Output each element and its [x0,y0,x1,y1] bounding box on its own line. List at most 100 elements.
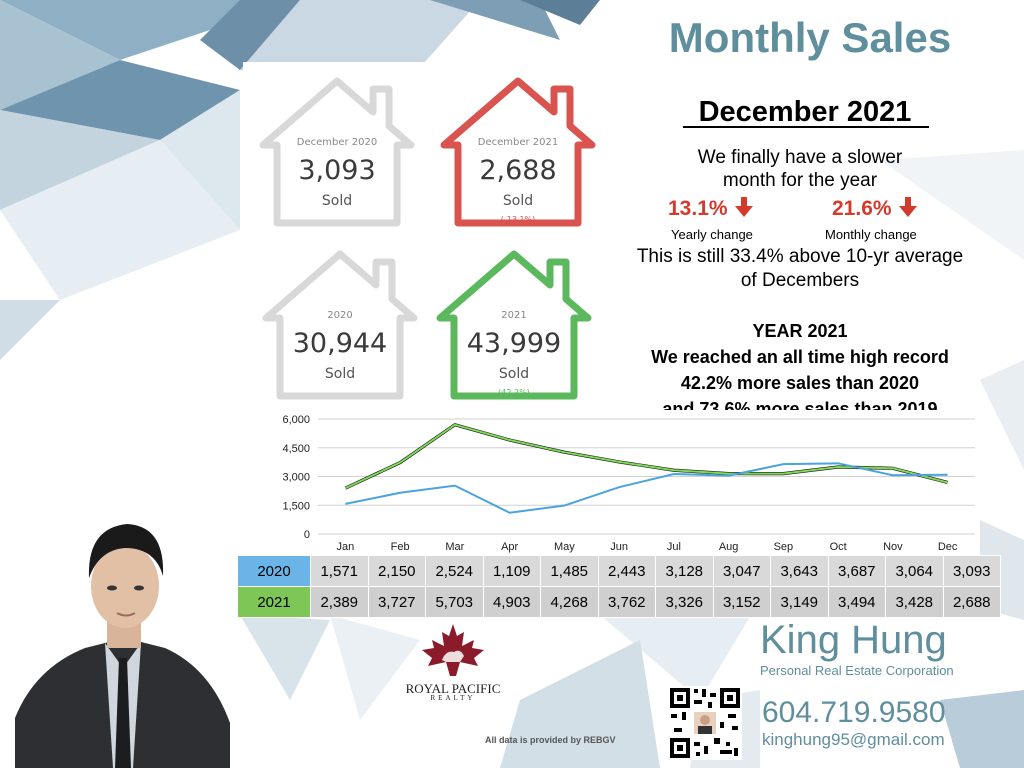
table-cell: 2,389 [310,586,369,618]
table-cell: 1,485 [540,555,599,587]
table-cell: 3,762 [597,586,656,618]
data-credit: All data is provided by REBGV [485,735,616,745]
house-caption: December 2021 [477,137,559,148]
agent-email: kinghung95@gmail.com [762,730,945,749]
summary-line-2: month for the year [722,170,878,191]
house-card-dec-2021: December 2021 2,688 Sold (-13.1%) [438,75,598,245]
average-line-2: of Decembers [740,270,860,291]
yearly-change-stat: 13.1% [668,197,753,221]
agent-name: King Hung [760,618,947,662]
house-caption: 2021 [501,310,527,321]
house-caption: 2020 [327,310,353,321]
x-tick-label: Oct [830,541,847,553]
y-tick-label: 3,000 [282,472,310,484]
series-line-2020 [345,462,948,514]
x-tick-label: May [554,541,575,553]
line-chart-panel: 6,000 4,500 3,000 1,500 0 Jan Feb Mar Apr May Jun J… [240,410,980,555]
logo-subtitle: REALTY [430,694,476,702]
x-tick-label: Nov [883,541,903,553]
y-tick-label: 4,500 [282,443,310,455]
y-tick-label: 0 [304,529,310,541]
year-summary-line: We reached an all time high record [651,347,949,367]
table-row-2021: 2021 2,389 3,727 5,703 4,903 4,268 3,762… [237,586,1001,618]
house-value: 3,093 [298,155,376,186]
agent-portrait [15,524,230,768]
maple-leaf-lion-icon [422,624,484,676]
table-cell: 3,687 [827,555,886,587]
table-cell: 2,150 [367,555,426,587]
house-card-dec-2020: December 2020 3,093 Sold [257,75,417,245]
logo-name: ROYAL PACIFIC [405,681,501,696]
x-tick-label: Feb [391,541,410,553]
house-value: 30,944 [292,328,388,359]
table-cell: 3,064 [885,555,944,587]
average-line-1: This is still 33.4% above 10-yr average [636,246,964,267]
table-cell: 2,524 [425,555,484,587]
table-row-2020: 2020 1,571 2,150 2,524 1,109 1,485 2,443… [237,555,1001,587]
yearly-change-label: Yearly change [671,227,753,242]
y-tick-label: 1,500 [282,500,310,512]
house-sold-label: Sold [502,193,534,209]
year-summary-line: YEAR 2021 [752,321,848,341]
x-tick-label: Jun [610,541,628,553]
table-cell: 3,428 [885,586,944,618]
x-tick-label: Aug [719,541,739,553]
x-tick-label: Jan [337,541,355,553]
x-tick-label: Jul [667,541,681,553]
house-outline-icon [262,250,418,400]
table-cell: 3,643 [770,555,829,587]
table-cell: 3,047 [712,555,771,587]
table-cell: 1,109 [482,555,541,587]
house-outline-icon [436,250,592,400]
monthly-change-value: 21.6% [832,197,892,220]
table-cell: 3,152 [712,586,771,618]
table-cell: 3,149 [770,586,829,618]
table-cell: 3,494 [827,586,886,618]
table-cell: 2,688 [942,586,1001,618]
year-summary-block: YEAR 2021 We reached an all time high re… [610,318,990,422]
month-title: December 2021 [698,96,912,128]
house-outline-icon [440,77,596,227]
monthly-change-label: Monthly change [825,227,917,242]
x-tick-label: Dec [938,541,958,553]
table-cell: 3,326 [655,586,714,618]
house-caption: December 2020 [296,137,378,148]
yearly-change-value: 13.1% [668,197,728,220]
table-cell: 3,128 [655,555,714,587]
series-line-shadow-2021 [344,422,949,490]
x-tick-label: Mar [445,541,464,553]
agent-subtitle: Personal Real Estate Corporation [760,663,954,678]
house-sold-label: Sold [498,366,530,382]
house-percent: (-13.1%) [500,215,536,224]
series-line-2021 [344,423,948,490]
table-cell: 5,703 [425,586,484,618]
house-card-2020: 2020 30,944 Sold [260,248,420,418]
monthly-change-stat: 21.6% [832,197,917,221]
qr-code-icon [668,686,742,760]
table-cell: 4,268 [540,586,599,618]
house-percent: (42.2%) [498,388,530,397]
monthly-sales-table: 2020 1,571 2,150 2,524 1,109 1,485 2,443… [237,555,1001,618]
table-row-label: 2020 [237,555,311,587]
y-tick-label: 6,000 [282,414,310,426]
summary-line-1: We finally have a slower [697,147,903,168]
down-arrow-icon [735,197,753,217]
year-summary-line: 42.2% more sales than 2020 [680,373,920,393]
table-cell: 4,903 [482,586,541,618]
down-arrow-icon [899,197,917,217]
table-cell: 3,093 [942,555,1001,587]
table-cell: 3,727 [367,586,426,618]
agent-phone: 604.719.9580 [762,696,946,729]
table-cell: 2,443 [597,555,656,587]
month-title-underline [683,126,929,128]
x-tick-label: Sep [774,541,794,553]
house-value: 43,999 [466,328,562,359]
house-sold-label: Sold [324,366,356,382]
houses-panel-monthly [243,62,610,240]
page-title: Monthly Sales [668,14,952,61]
line-chart: 6,000 4,500 3,000 1,500 0 Jan Feb Mar Apr May Jun J… [282,414,975,553]
house-card-2021: 2021 43,999 Sold (42.2%) [434,248,594,418]
table-row-label: 2021 [237,586,311,618]
house-value: 2,688 [479,155,557,186]
x-tick-label: Apr [501,541,518,553]
